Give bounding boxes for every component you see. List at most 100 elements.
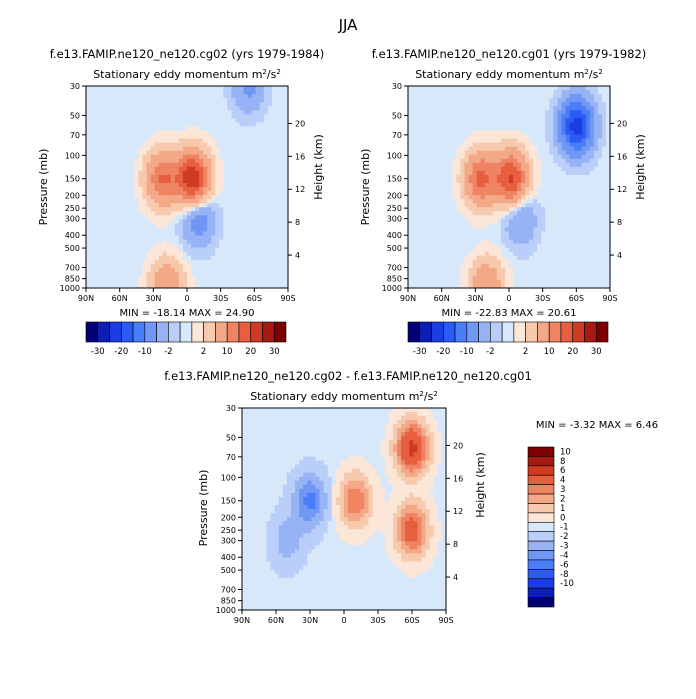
- contour-cell: [227, 252, 231, 256]
- contour-cell: [469, 106, 473, 110]
- contour-cell: [248, 134, 252, 138]
- contour-cell: [424, 248, 428, 252]
- contour-cell: [223, 219, 227, 223]
- contour-cell: [545, 139, 549, 143]
- contour-cell: [574, 155, 578, 159]
- contour-cell: [98, 122, 102, 126]
- contour-cell: [444, 118, 448, 122]
- contour-cell: [248, 223, 252, 227]
- contour-cell: [272, 252, 276, 256]
- contour-cell: [244, 231, 248, 235]
- contour-cell: [98, 231, 102, 235]
- contour-cell: [448, 272, 452, 276]
- contour-cell: [102, 219, 106, 223]
- contour-cell: [448, 191, 452, 195]
- contour-cell: [280, 159, 284, 163]
- contour-cell: [521, 195, 525, 199]
- contour-cell: [130, 155, 134, 159]
- contour-cell: [420, 260, 424, 264]
- contour-cell: [244, 126, 248, 130]
- contour-cell: [223, 199, 227, 203]
- contour-cell: [252, 207, 256, 211]
- contour-cell: [424, 280, 428, 284]
- contour-cell: [566, 167, 570, 171]
- contour-cell: [268, 227, 272, 231]
- contour-cell: [248, 244, 252, 248]
- contour-cell: [408, 227, 412, 231]
- contour-cell: [227, 86, 231, 90]
- contour-cell: [553, 256, 557, 260]
- contour-cell: [578, 106, 582, 110]
- contour-cell: [420, 159, 424, 163]
- contour-cell: [280, 256, 284, 260]
- contour-cell: [562, 235, 566, 239]
- min-max-stats: MIN = -18.14 MAX = 24.90: [120, 308, 255, 319]
- contour-cell: [432, 215, 436, 219]
- contour-cell: [566, 126, 570, 130]
- contour-cell: [252, 244, 256, 248]
- contour-cell: [553, 268, 557, 272]
- contour-cell: [147, 139, 151, 143]
- contour-cell: [102, 147, 106, 151]
- contour-cell: [139, 167, 143, 171]
- contour-cell: [501, 134, 505, 138]
- contour-cell: [570, 130, 574, 134]
- contour-cell: [151, 94, 155, 98]
- contour-cell: [118, 268, 122, 272]
- contour-cell: [86, 264, 90, 268]
- contour-cell: [207, 215, 211, 219]
- contour-cell: [529, 240, 533, 244]
- contour-cell: [549, 90, 553, 94]
- contour-cell: [456, 102, 460, 106]
- contour-cell: [175, 98, 179, 102]
- contour-cell: [517, 155, 521, 159]
- contour-cell: [211, 215, 215, 219]
- contour-cell: [122, 122, 126, 126]
- contour-cell: [191, 256, 195, 260]
- contour-cell: [195, 211, 199, 215]
- contour-cell: [118, 126, 122, 130]
- contour-cell: [461, 122, 465, 126]
- contour-cell: [163, 171, 167, 175]
- contour-cell: [505, 227, 509, 231]
- contour-cell: [139, 90, 143, 94]
- contour-cell: [493, 106, 497, 110]
- contour-cell: [86, 240, 90, 244]
- contour-cell: [272, 155, 276, 159]
- contour-cell: [489, 143, 493, 147]
- contour-cell: [183, 134, 187, 138]
- contour-cell: [533, 272, 537, 276]
- contour-cell: [477, 118, 481, 122]
- contour-cell: [211, 264, 215, 268]
- contour-cell: [215, 94, 219, 98]
- contour-cell: [171, 268, 175, 272]
- contour-cell: [461, 179, 465, 183]
- contour-cell: [521, 130, 525, 134]
- contour-cell: [276, 219, 280, 223]
- contour-cell: [122, 235, 126, 239]
- panel-subtitle: Stationary eddy momentum m2/s2: [93, 68, 281, 81]
- contour-cell: [549, 106, 553, 110]
- contour-cell: [553, 126, 557, 130]
- contour-cell: [183, 94, 187, 98]
- contour-cell: [134, 163, 138, 167]
- contour-cell: [549, 94, 553, 98]
- contour-cell: [130, 187, 134, 191]
- contour-cell: [436, 163, 440, 167]
- contour-cell: [501, 268, 505, 272]
- contour-cell: [525, 98, 529, 102]
- contour-cell: [525, 155, 529, 159]
- contour-cell: [163, 191, 167, 195]
- contour-cell: [90, 130, 94, 134]
- contour-cell: [553, 139, 557, 143]
- contour-cell: [183, 147, 187, 151]
- contour-cell: [541, 151, 545, 155]
- contour-cell: [428, 191, 432, 195]
- contour-cell: [219, 143, 223, 147]
- contour-cell: [461, 280, 465, 284]
- contour-cell: [485, 159, 489, 163]
- contour-cell: [248, 94, 252, 98]
- contour-cell: [582, 159, 586, 163]
- contour-cell: [272, 235, 276, 239]
- contour-cell: [244, 110, 248, 114]
